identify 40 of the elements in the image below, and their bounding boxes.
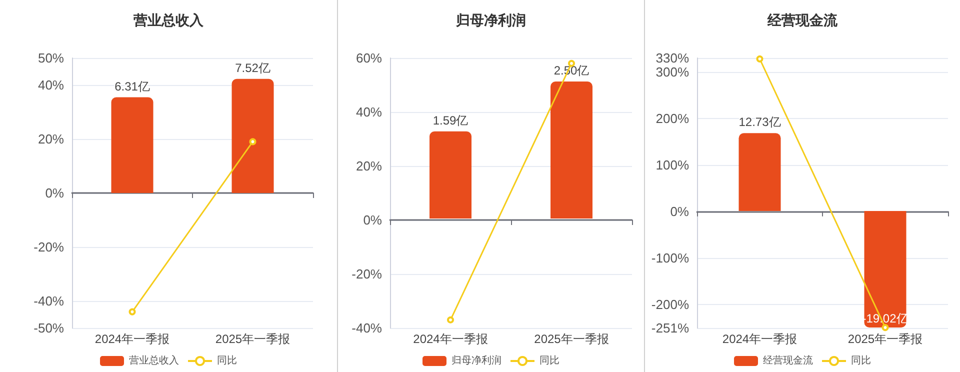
y-tick-label: -251% [651, 320, 690, 336]
legend-label: 同比 [851, 354, 871, 366]
y-tick-label: 20% [38, 132, 64, 146]
chart-title: 经营现金流 [766, 12, 838, 28]
y-tick-label: -40% [352, 320, 382, 336]
y-tick-label: 0% [45, 186, 64, 200]
y-tick-label: 200% [656, 110, 690, 126]
y-tick-label: -20% [34, 240, 64, 254]
chart-title: 归母净利润 [455, 12, 526, 28]
y-tick-label: 100% [656, 157, 690, 172]
x-tick-label: 2025年一季报 [534, 332, 609, 346]
data-label: 6.31亿 [114, 79, 150, 94]
x-tick-label: 2025年一季报 [215, 332, 290, 346]
y-tick-label: 60% [356, 50, 382, 66]
y-tick-label: -20% [352, 266, 382, 282]
legend-label: 同比 [540, 354, 560, 366]
y-tick-label: 40% [356, 104, 382, 120]
data-label: 12.73亿 [738, 115, 781, 130]
x-tick-label: 2025年一季报 [848, 332, 923, 346]
legend-label: 经营现金流 [763, 354, 813, 366]
x-tick-label: 2024年一季报 [413, 332, 488, 346]
legend-label: 同比 [217, 354, 237, 366]
y-tick-label: -200% [651, 296, 690, 312]
y-tick-label: 330% [656, 50, 690, 66]
x-tick-label: 2024年一季报 [94, 332, 170, 346]
y-tick-label: 40% [38, 78, 64, 92]
y-tick-label: -40% [34, 294, 64, 308]
legend-label: 营业总收入 [129, 354, 179, 366]
data-label: 7.52亿 [235, 60, 270, 75]
y-tick-label: 50% [38, 50, 64, 66]
y-tick-label: 20% [356, 158, 382, 174]
y-tick-label: -50% [34, 320, 64, 336]
x-tick-label: 2024年一季报 [722, 332, 798, 346]
data-label: 1.59亿 [432, 113, 468, 128]
y-tick-label: -100% [651, 250, 690, 266]
y-tick-label: 0% [670, 204, 690, 219]
legend-label: 归母净利润 [452, 354, 502, 366]
y-tick-label: 0% [363, 212, 382, 228]
chart-title: 营业总收入 [132, 12, 204, 28]
y-tick-label: 300% [656, 64, 690, 80]
